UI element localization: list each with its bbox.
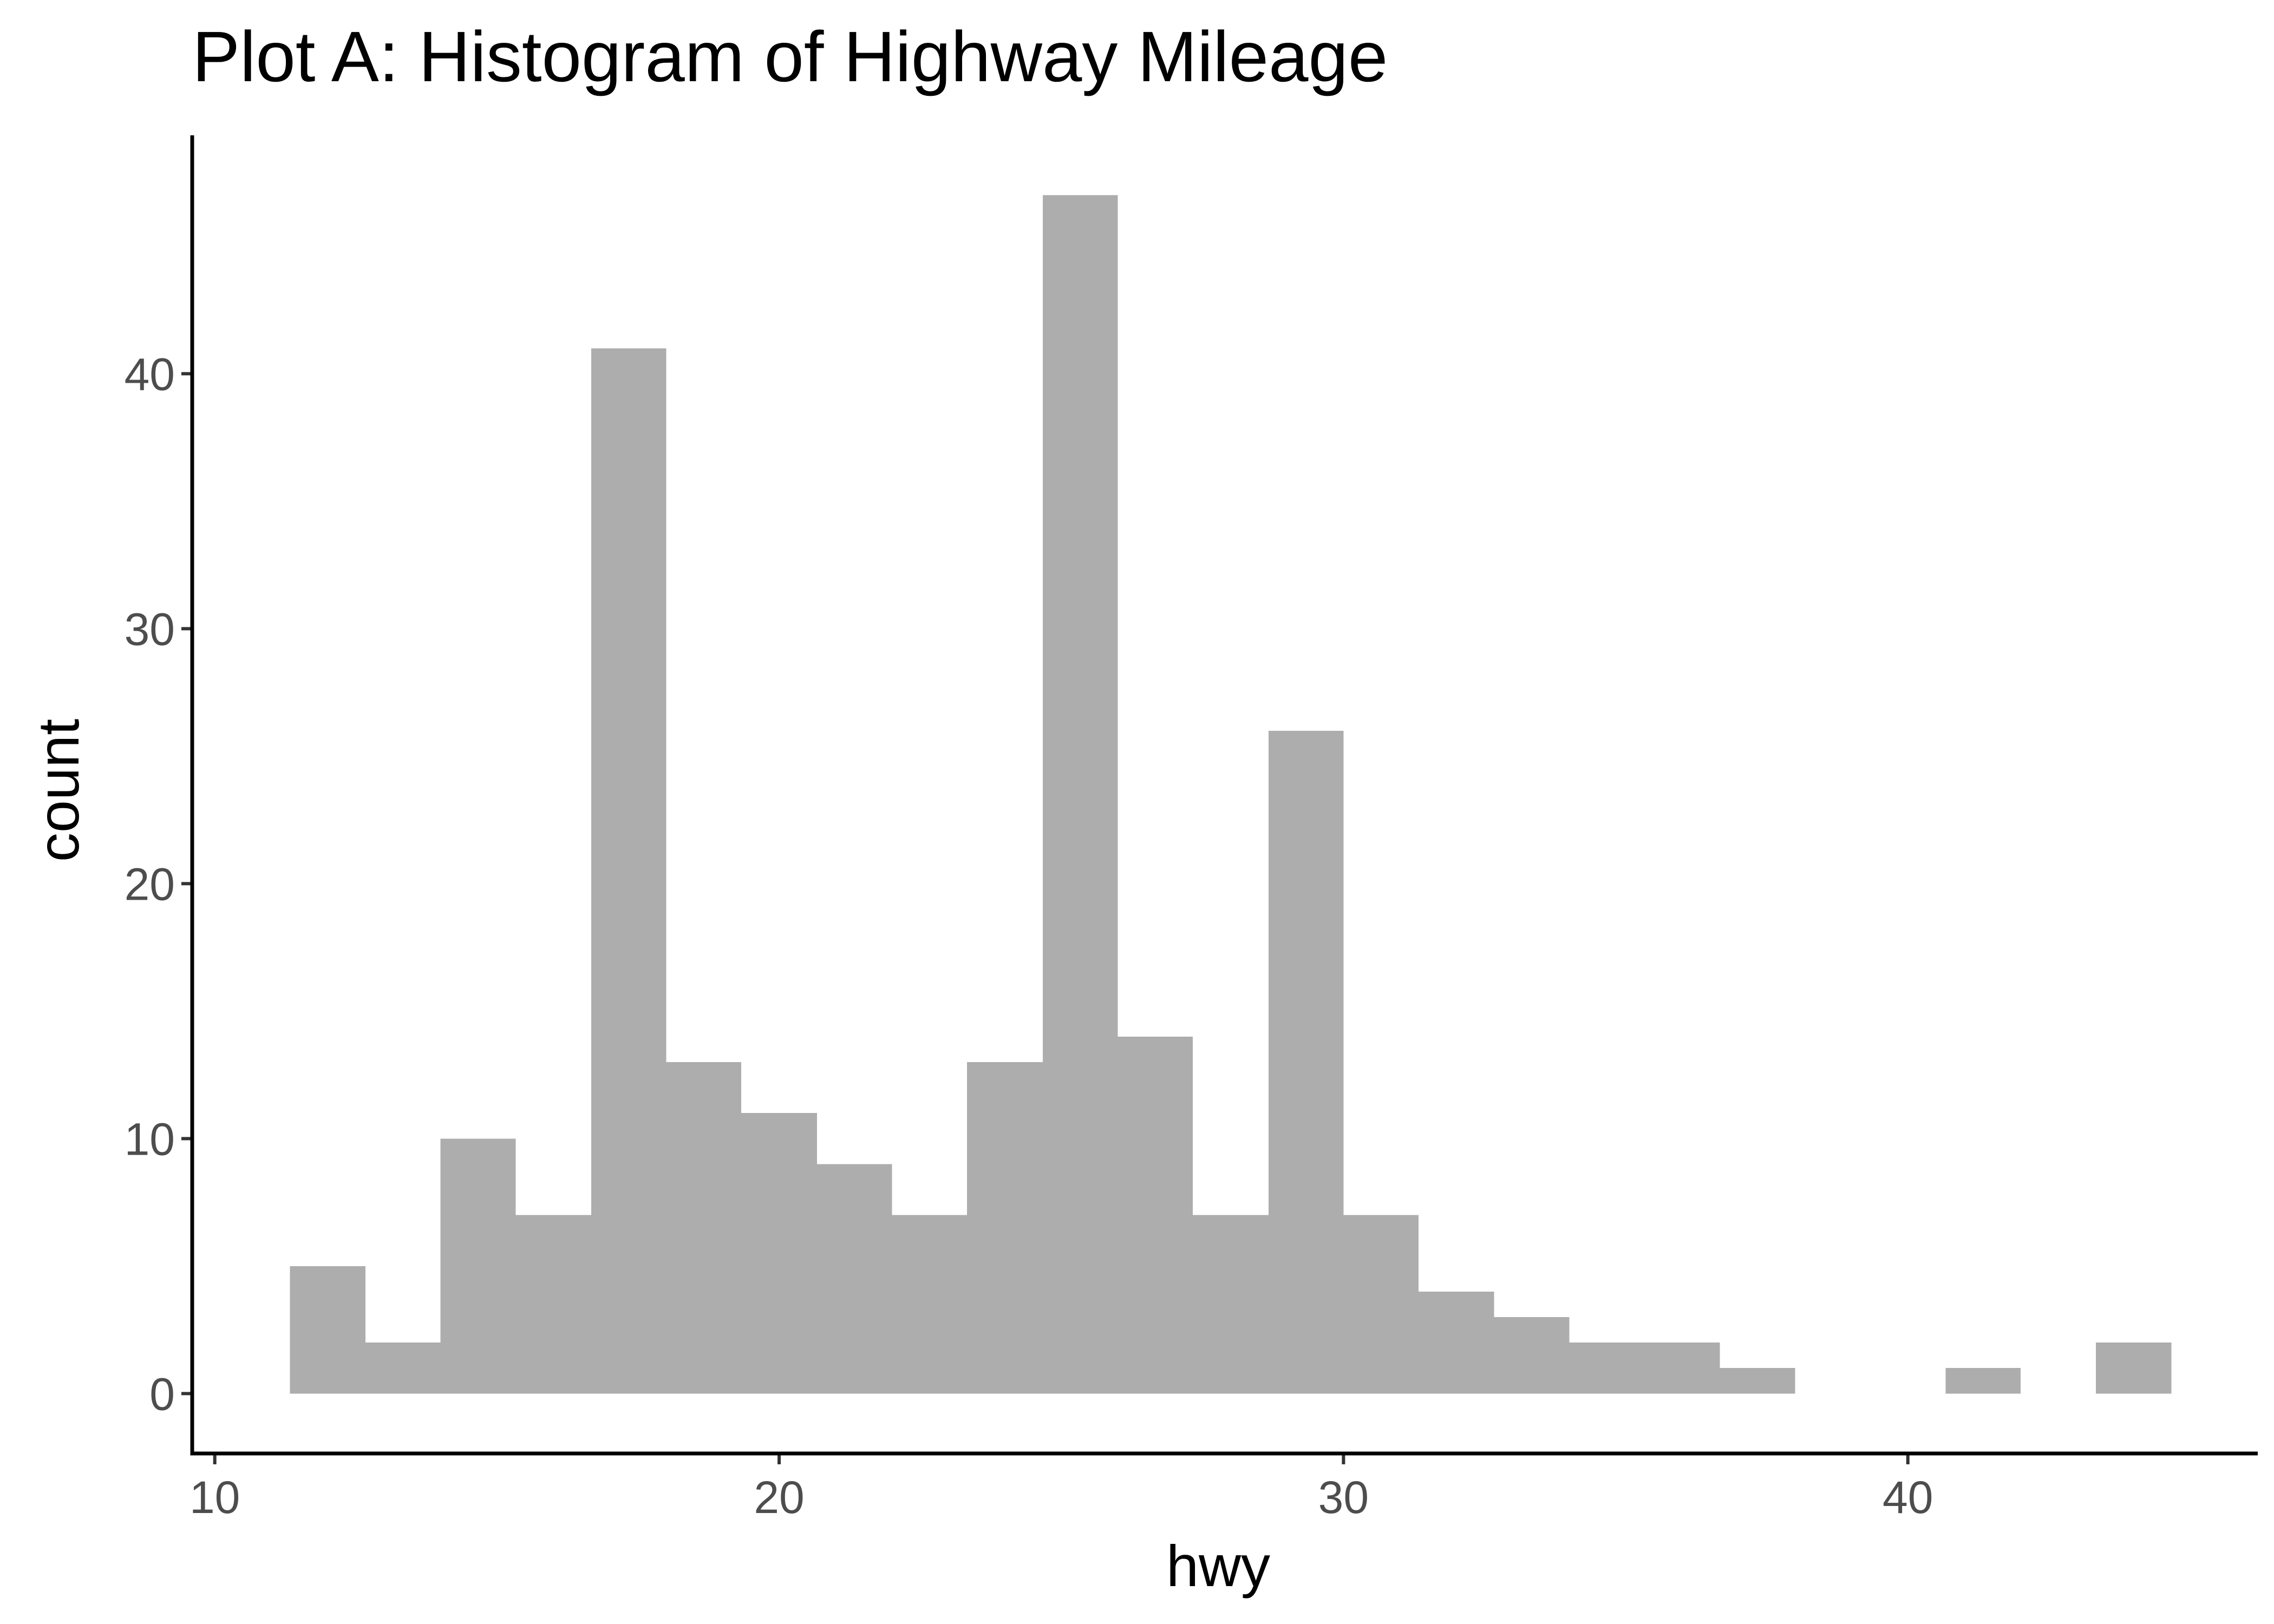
y-tick-label: 30: [125, 604, 175, 654]
histogram-bar: [515, 1215, 591, 1394]
x-tick-label: 20: [754, 1472, 804, 1523]
y-tick-label: 20: [125, 859, 175, 909]
histogram-bar: [666, 1062, 742, 1394]
x-tick-label: 40: [1883, 1472, 1933, 1523]
histogram-bar: [440, 1138, 516, 1394]
y-axis-title: count: [25, 719, 91, 862]
x-tick-label: 30: [1318, 1472, 1369, 1523]
x-tick-label: 10: [190, 1472, 240, 1523]
histogram-bar: [591, 348, 666, 1394]
histogram-bar: [1042, 195, 1118, 1394]
histogram-bar: [365, 1343, 441, 1394]
histogram-bar: [1193, 1215, 1269, 1394]
histogram-bar: [741, 1113, 817, 1394]
histogram-bar: [816, 1164, 892, 1394]
histogram-bar: [290, 1266, 366, 1394]
histogram-bar: [1343, 1215, 1419, 1394]
histogram-bar: [1419, 1291, 1494, 1394]
histogram-bar: [892, 1215, 968, 1394]
y-axis-ticks: 0 10 20 30 40: [125, 349, 192, 1419]
bars-group: [290, 195, 2172, 1394]
histogram-bar: [1945, 1368, 2021, 1394]
histogram-bar: [1268, 730, 1344, 1394]
y-tick-label: 40: [125, 349, 175, 400]
y-tick-label: 0: [149, 1368, 175, 1419]
x-axis-title: hwy: [1166, 1533, 1270, 1599]
x-axis-ticks: 10 20 30 40: [190, 1453, 1933, 1523]
histogram-bar: [1644, 1343, 1720, 1394]
histogram-bar: [1569, 1343, 1644, 1394]
histogram-bar: [1118, 1036, 1193, 1394]
histogram-bar: [967, 1062, 1043, 1394]
y-tick-label: 10: [125, 1114, 175, 1164]
histogram-bar: [1720, 1368, 1795, 1394]
histogram-bar: [2095, 1343, 2172, 1394]
chart-title: Plot A: Histogram of Highway Mileage: [192, 17, 1388, 96]
histogram-bar: [1494, 1317, 1570, 1394]
